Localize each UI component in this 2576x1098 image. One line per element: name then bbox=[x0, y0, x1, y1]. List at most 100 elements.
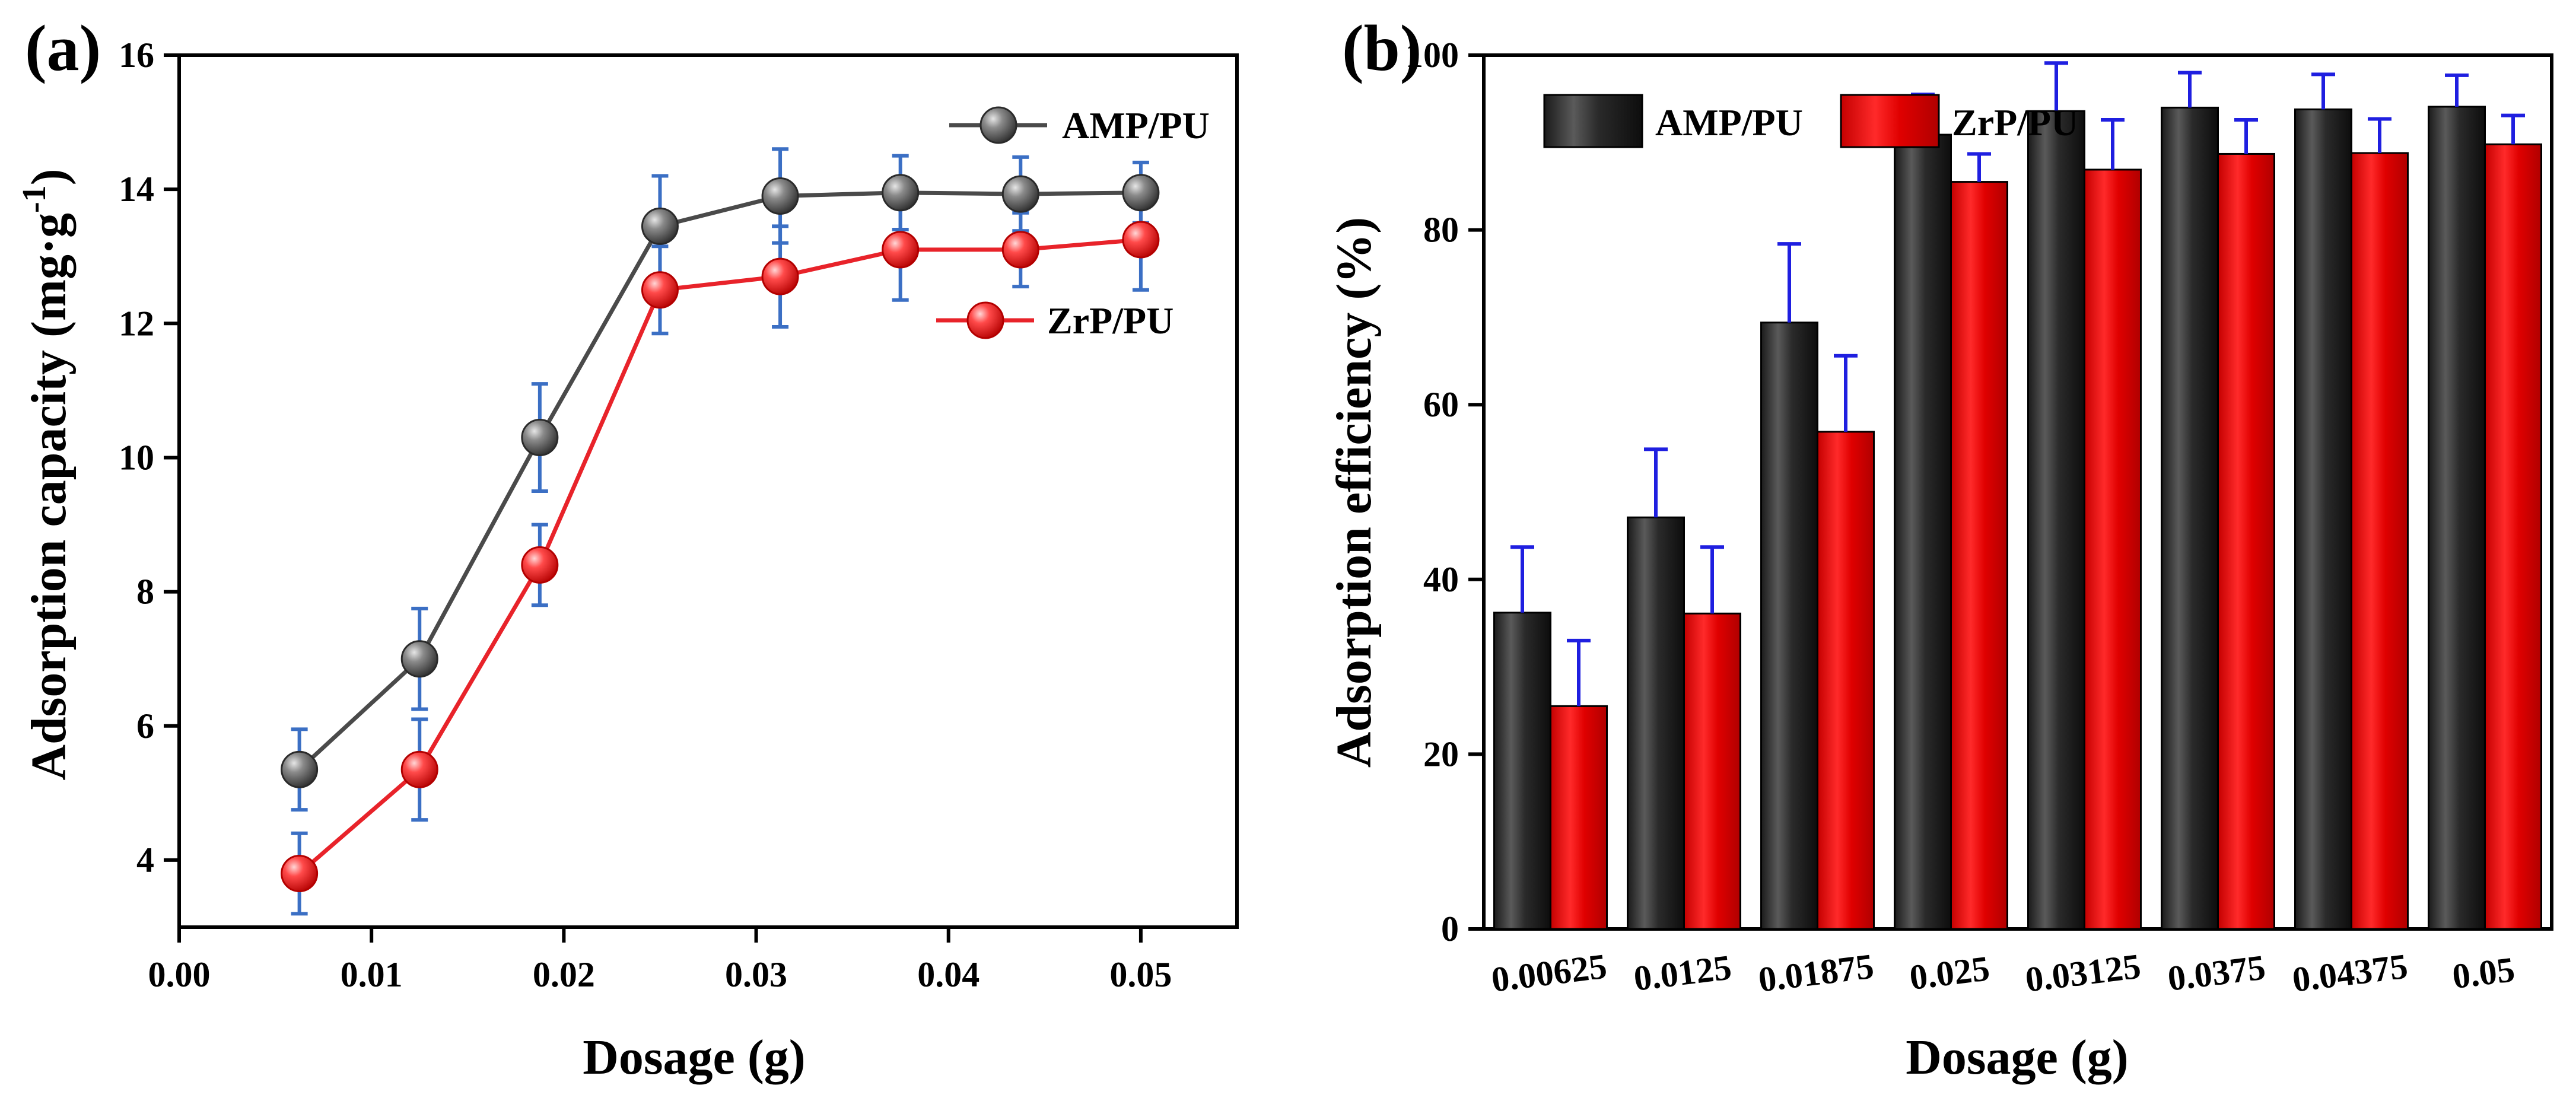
panel-b-bars bbox=[1493, 61, 2542, 930]
bar-zrp-pu bbox=[1817, 431, 1875, 930]
bar-amp-pu bbox=[2294, 108, 2352, 930]
data-point-amp-pu bbox=[281, 750, 319, 788]
error-bar-zrp-pu bbox=[2368, 117, 2391, 153]
error-bar-zrp-pu bbox=[2501, 113, 2525, 145]
x-tick-label: 0.01 bbox=[341, 955, 403, 994]
panel-b-y-axis-title: Adsorption efficiency (%) bbox=[1327, 217, 1382, 768]
legend-label-amp-pu: AMP/PU bbox=[1062, 104, 1210, 147]
x-tick-label: 0.00 bbox=[148, 955, 211, 994]
data-point-amp-pu bbox=[400, 640, 438, 678]
x-tick-label: 0.04375 bbox=[2290, 947, 2410, 1000]
error-bar-zrp-pu bbox=[1567, 638, 1591, 706]
panel-a-y-ticks: 4 6 8 10 12 14 16 bbox=[119, 36, 179, 880]
bar-amp-pu bbox=[1894, 133, 1952, 930]
panel-a-frame bbox=[177, 53, 1239, 929]
data-point-zrp-pu bbox=[1122, 221, 1160, 259]
x-tick-label: 0.0375 bbox=[2165, 947, 2267, 998]
y-tick-label: 8 bbox=[136, 572, 154, 612]
legend-swatch-amp-pu bbox=[1543, 94, 1643, 148]
data-point-zrp-pu bbox=[400, 750, 438, 788]
error-bar-amp-pu bbox=[1510, 545, 1534, 613]
y-tick-label: 4 bbox=[136, 841, 154, 880]
error-bar-zrp-pu bbox=[2101, 118, 2125, 170]
bar-amp-pu bbox=[2161, 106, 2219, 930]
data-point-amp-pu bbox=[641, 207, 679, 245]
bar-zrp-pu bbox=[1683, 612, 1741, 930]
y-tick-label: 40 bbox=[1423, 560, 1459, 599]
data-point-zrp-pu bbox=[281, 855, 319, 893]
legend-swatch-zrp-pu bbox=[1840, 94, 1940, 148]
series-line-zrp-pu bbox=[298, 237, 1141, 876]
bar-zrp-pu bbox=[2084, 168, 2142, 930]
legend-marker-zrp-pu bbox=[966, 301, 1004, 339]
panel-a-y-axis-title-main: Adsorption capacity (mg·g bbox=[21, 213, 77, 781]
panel-a-x-axis-title: Dosage (g) bbox=[583, 1030, 806, 1085]
error-bar-amp-pu bbox=[2044, 61, 2068, 112]
panel-a-label: (a) bbox=[25, 12, 101, 84]
y-tick-label: 16 bbox=[119, 36, 154, 75]
legend-label-amp-pu-b: AMP/PU bbox=[1655, 101, 1803, 144]
panel-a-series bbox=[281, 147, 1160, 916]
bar-zrp-pu bbox=[2217, 152, 2275, 930]
y-tick-label: 100 bbox=[1405, 36, 1459, 75]
error-bar-amp-pu bbox=[1644, 447, 1668, 518]
bar-amp-pu bbox=[2027, 110, 2085, 930]
data-point-zrp-pu bbox=[1001, 231, 1039, 269]
error-bar-zrp-pu bbox=[2234, 118, 2258, 154]
panel-a-x-ticks: 0.00 0.01 0.02 0.03 0.04 0.05 bbox=[148, 927, 1172, 994]
x-tick-label: 0.00625 bbox=[1489, 947, 1609, 1000]
y-tick-label: 0 bbox=[1441, 909, 1459, 949]
y-tick-label: 12 bbox=[119, 304, 154, 343]
y-tick-label: 60 bbox=[1423, 385, 1459, 424]
x-tick-label: 0.03125 bbox=[2023, 947, 2143, 1000]
error-bar-zrp-pu bbox=[1834, 354, 1858, 432]
panel-a-y-axis-title-close: ) bbox=[21, 168, 77, 185]
bar-zrp-pu bbox=[2351, 152, 2409, 930]
panel-b-label: (b) bbox=[1342, 12, 1421, 84]
panel-b-x-axis-title: Dosage (g) bbox=[1906, 1030, 2129, 1085]
panel-b-x-tick-labels: 0.00625 0.0125 0.01875 0.025 0.03125 0.0375 0.… bbox=[1489, 947, 2517, 1000]
error-bar-amp-pu bbox=[2445, 73, 2469, 107]
x-tick-label: 0.02 bbox=[533, 955, 595, 994]
legend-label-zrp-pu-b: ZrP/PU bbox=[1952, 101, 2078, 144]
x-tick-label: 0.04 bbox=[917, 955, 979, 994]
y-tick-label: 14 bbox=[119, 170, 154, 209]
y-tick-label: 6 bbox=[136, 706, 154, 746]
bar-amp-pu bbox=[1627, 516, 1685, 930]
x-tick-label: 0.025 bbox=[1907, 949, 1992, 997]
x-tick-label: 0.01875 bbox=[1756, 947, 1876, 1000]
bar-zrp-pu bbox=[1550, 705, 1608, 930]
legend-label-zrp-pu: ZrP/PU bbox=[1047, 300, 1173, 342]
panel-b-frame bbox=[1482, 53, 2553, 931]
data-point-zrp-pu bbox=[521, 546, 559, 584]
data-point-amp-pu bbox=[1001, 175, 1039, 213]
panel-a-y-axis-title: Adsorption capacity (mg·g-1) bbox=[16, 168, 77, 780]
x-tick-label: 0.05 bbox=[1109, 955, 1172, 994]
series-line-amp-pu bbox=[298, 190, 1141, 771]
panel-b-y-ticks: 0 20 40 60 80 100 bbox=[1405, 36, 1484, 949]
error-bar-amp-pu bbox=[2178, 71, 2202, 108]
data-point-amp-pu bbox=[882, 174, 920, 212]
panel-a-legend: AMP/PU ZrP/PU bbox=[936, 104, 1210, 342]
error-bar-amp-pu bbox=[2311, 72, 2335, 110]
data-point-amp-pu bbox=[761, 177, 799, 215]
x-tick-label: 0.05 bbox=[2450, 950, 2517, 996]
bar-amp-pu bbox=[2428, 106, 2486, 930]
x-tick-label: 0.0125 bbox=[1632, 947, 1734, 998]
legend-marker-amp-pu bbox=[979, 106, 1017, 144]
data-point-amp-pu bbox=[521, 419, 559, 457]
panel-b-legend: AMP/PU ZrP/PU bbox=[1543, 94, 2078, 148]
bar-zrp-pu bbox=[1950, 181, 2008, 930]
bar-amp-pu bbox=[1493, 612, 1551, 930]
x-tick-label: 0.03 bbox=[725, 955, 787, 994]
data-point-zrp-pu bbox=[641, 271, 679, 309]
y-tick-label: 10 bbox=[119, 438, 154, 477]
y-tick-label: 80 bbox=[1423, 211, 1459, 250]
panel-a-line-chart: (a) 0.00 0.01 0.02 0.03 0.04 0.05 4 6 8 10 12 14 16… bbox=[16, 12, 1239, 1085]
data-point-zrp-pu bbox=[761, 257, 799, 295]
data-point-zrp-pu bbox=[882, 231, 920, 269]
bar-zrp-pu bbox=[2484, 143, 2542, 930]
panel-a-y-axis-title-sup: -1 bbox=[16, 185, 53, 213]
